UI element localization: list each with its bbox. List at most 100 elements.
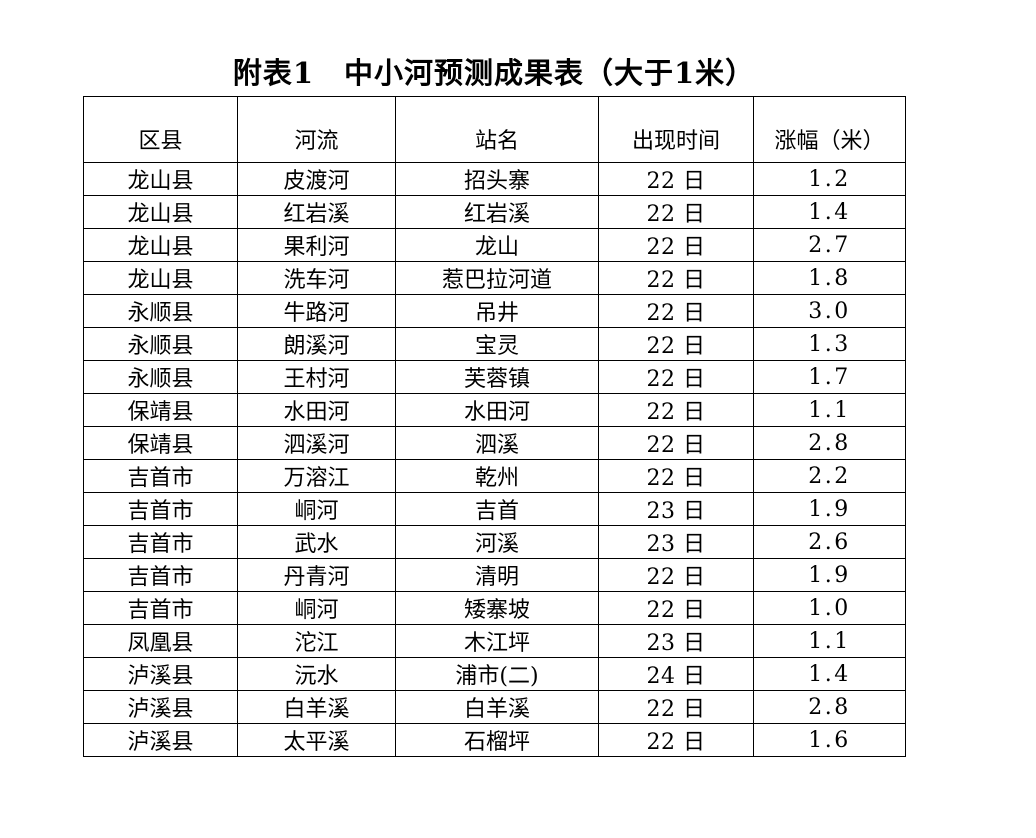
- table-row: 龙山县 洗车河 惹巴拉河道 22 日 1.8: [83, 261, 906, 295]
- cell-station: 水田河: [395, 393, 599, 427]
- cell-station: 宝灵: [395, 327, 599, 361]
- cell-rise: 1.9: [753, 492, 906, 526]
- cell-county: 龙山县: [83, 261, 238, 295]
- cell-river: 白羊溪: [237, 690, 396, 724]
- cell-river: 沱江: [237, 624, 396, 658]
- cell-rise: 1.3: [753, 327, 906, 361]
- cell-station: 白羊溪: [395, 690, 599, 724]
- table-row: 永顺县 朗溪河 宝灵 22 日 1.3: [83, 327, 906, 361]
- cell-river: 武水: [237, 525, 396, 559]
- cell-station: 吊井: [395, 294, 599, 328]
- cell-time: 22 日: [598, 294, 754, 328]
- cell-county: 吉首市: [83, 492, 238, 526]
- cell-time: 22 日: [598, 459, 754, 493]
- cell-time: 22 日: [598, 426, 754, 460]
- cell-time: 22 日: [598, 261, 754, 295]
- cell-rise: 1.9: [753, 558, 906, 592]
- cell-river: 王村河: [237, 360, 396, 394]
- cell-county: 保靖县: [83, 393, 238, 427]
- header-row: 区县 河流 站名 出现时间 涨幅（米）: [83, 96, 906, 163]
- cell-time: 22 日: [598, 558, 754, 592]
- table-row: 吉首市 峒河 吉首 23 日 1.9: [83, 492, 906, 526]
- cell-time: 22 日: [598, 591, 754, 625]
- header-time: 出现时间: [598, 96, 754, 163]
- cell-rise: 1.4: [753, 195, 906, 229]
- table-row: 龙山县 皮渡河 招头寨 22 日 1.2: [83, 162, 906, 196]
- cell-station: 惹巴拉河道: [395, 261, 599, 295]
- cell-station: 矮寨坡: [395, 591, 599, 625]
- table-row: 保靖县 水田河 水田河 22 日 1.1: [83, 393, 906, 427]
- cell-rise: 1.6: [753, 723, 906, 757]
- cell-rise: 3.0: [753, 294, 906, 328]
- cell-river: 果利河: [237, 228, 396, 262]
- header-station: 站名: [395, 96, 599, 163]
- cell-county: 吉首市: [83, 558, 238, 592]
- table-row: 吉首市 丹青河 清明 22 日 1.9: [83, 558, 906, 592]
- cell-county: 龙山县: [83, 162, 238, 196]
- table-row: 保靖县 泗溪河 泗溪 22 日 2.8: [83, 426, 906, 460]
- table-body: 龙山县 皮渡河 招头寨 22 日 1.2 龙山县 红岩溪 红岩溪 22 日 1.4 龙山县 果利河 龙山…: [83, 162, 906, 757]
- cell-station: 龙山: [395, 228, 599, 262]
- cell-county: 永顺县: [83, 294, 238, 328]
- table-row: 泸溪县 太平溪 石榴坪 22 日 1.6: [83, 723, 906, 757]
- cell-station: 红岩溪: [395, 195, 599, 229]
- cell-rise: 1.0: [753, 591, 906, 625]
- cell-county: 泸溪县: [83, 723, 238, 757]
- cell-county: 泸溪县: [83, 690, 238, 724]
- cell-river: 红岩溪: [237, 195, 396, 229]
- cell-river: 牛路河: [237, 294, 396, 328]
- cell-station: 招头寨: [395, 162, 599, 196]
- header-river: 河流: [237, 96, 396, 163]
- cell-river: 万溶江: [237, 459, 396, 493]
- cell-station: 浦市(二): [395, 657, 599, 691]
- cell-time: 22 日: [598, 195, 754, 229]
- cell-county: 泸溪县: [83, 657, 238, 691]
- table-row: 永顺县 王村河 芙蓉镇 22 日 1.7: [83, 360, 906, 394]
- cell-station: 芙蓉镇: [395, 360, 599, 394]
- header-rise: 涨幅（米）: [753, 96, 906, 163]
- cell-river: 太平溪: [237, 723, 396, 757]
- cell-station: 河溪: [395, 525, 599, 559]
- cell-time: 23 日: [598, 492, 754, 526]
- cell-rise: 1.1: [753, 624, 906, 658]
- header-county: 区县: [83, 96, 238, 163]
- cell-rise: 1.2: [753, 162, 906, 196]
- cell-river: 泗溪河: [237, 426, 396, 460]
- cell-rise: 1.7: [753, 360, 906, 394]
- table-row: 泸溪县 白羊溪 白羊溪 22 日 2.8: [83, 690, 906, 724]
- table-row: 龙山县 红岩溪 红岩溪 22 日 1.4: [83, 195, 906, 229]
- cell-time: 23 日: [598, 624, 754, 658]
- cell-station: 吉首: [395, 492, 599, 526]
- forecast-table: 区县 河流 站名 出现时间 涨幅（米） 龙山县 皮渡河 招头寨 22 日 1.2 龙山县红…: [83, 96, 906, 757]
- cell-station: 石榴坪: [395, 723, 599, 757]
- table-row: 永顺县 牛路河 吊井 22 日 3.0: [83, 294, 906, 328]
- cell-county: 凤凰县: [83, 624, 238, 658]
- table-title: 附表1 中小河预测成果表（大于1米）: [232, 56, 756, 90]
- cell-time: 22 日: [598, 162, 754, 196]
- cell-time: 23 日: [598, 525, 754, 559]
- cell-river: 水田河: [237, 393, 396, 427]
- cell-time: 22 日: [598, 228, 754, 262]
- cell-county: 吉首市: [83, 459, 238, 493]
- cell-station: 泗溪: [395, 426, 599, 460]
- cell-rise: 1.1: [753, 393, 906, 427]
- table-row: 龙山县 果利河 龙山 22 日 2.7: [83, 228, 906, 262]
- cell-station: 木江坪: [395, 624, 599, 658]
- cell-time: 22 日: [598, 723, 754, 757]
- cell-river: 峒河: [237, 591, 396, 625]
- cell-time: 22 日: [598, 690, 754, 724]
- cell-county: 永顺县: [83, 327, 238, 361]
- table-header: 区县 河流 站名 出现时间 涨幅（米）: [83, 96, 906, 163]
- cell-time: 22 日: [598, 327, 754, 361]
- cell-station: 清明: [395, 558, 599, 592]
- cell-river: 皮渡河: [237, 162, 396, 196]
- cell-river: 峒河: [237, 492, 396, 526]
- cell-river: 沅水: [237, 657, 396, 691]
- cell-station: 乾州: [395, 459, 599, 493]
- table-row: 凤凰县 沱江 木江坪 23 日 1.1: [83, 624, 906, 658]
- cell-time: 24 日: [598, 657, 754, 691]
- cell-river: 丹青河: [237, 558, 396, 592]
- cell-rise: 2.6: [753, 525, 906, 559]
- cell-rise: 1.8: [753, 261, 906, 295]
- cell-rise: 2.7: [753, 228, 906, 262]
